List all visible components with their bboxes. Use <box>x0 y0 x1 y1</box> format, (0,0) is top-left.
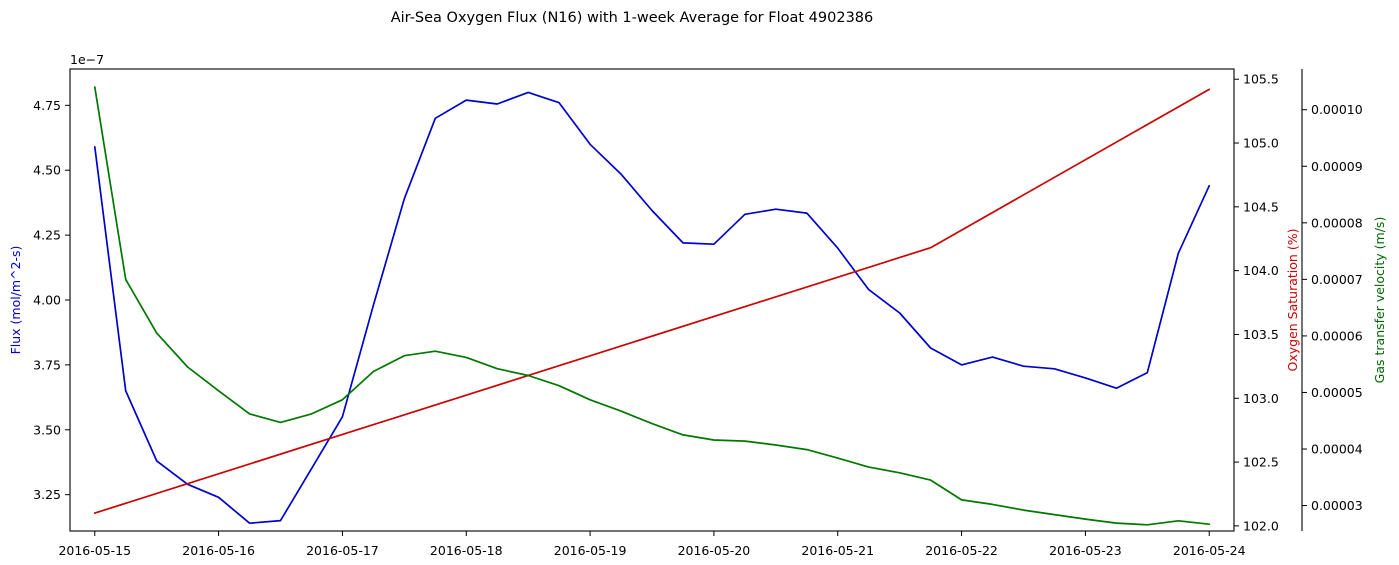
x-tick-label: 2016-05-15 <box>58 543 131 558</box>
x-tick-label: 2016-05-24 <box>1173 543 1246 558</box>
saturation-line <box>93 88 1211 514</box>
x-tick-label: 2016-05-17 <box>306 543 379 558</box>
gas-transfer-tick-label: 0.00004 <box>1311 442 1363 457</box>
flux-tick-label: 3.50 <box>33 422 61 437</box>
gas-transfer-tick-label: 0.00010 <box>1311 102 1363 117</box>
gas-transfer-tick-label: 0.00003 <box>1311 498 1363 513</box>
gas-transfer-tick-label: 0.00007 <box>1311 272 1363 287</box>
flux-tick-label: 3.75 <box>33 357 61 372</box>
x-tick-label: 2016-05-21 <box>801 543 874 558</box>
flux-axis-label: Flux (mol/m^2-s) <box>8 246 23 355</box>
saturation-tick-label: 103.5 <box>1243 327 1279 342</box>
gas-transfer-tick-label: 0.00009 <box>1311 159 1363 174</box>
flux-tick-label: 4.00 <box>33 293 61 308</box>
flux-tick-label: 4.50 <box>33 163 61 178</box>
saturation-tick-label: 105.5 <box>1243 72 1279 87</box>
saturation-tick-label: 102.5 <box>1243 455 1279 470</box>
x-tick-label: 2016-05-22 <box>925 543 998 558</box>
saturation-axis-label: Oxygen Saturation (%) <box>1285 229 1300 372</box>
plot-area: 2016-05-15 2016-05-16 2016-05-17 2016-05-18… <box>8 52 1387 558</box>
flux-line <box>93 91 1211 525</box>
x-tick-label: 2016-05-19 <box>554 543 627 558</box>
gas-transfer-tick-label: 0.00006 <box>1311 328 1363 343</box>
flux-axis-offset: 1e−7 <box>70 52 104 67</box>
saturation-tick-label: 103.0 <box>1243 391 1279 406</box>
saturation-tick-label: 105.0 <box>1243 136 1279 151</box>
saturation-tick-label: 104.0 <box>1243 263 1279 278</box>
gas-transfer-line <box>93 86 1211 526</box>
plot-frame <box>69 68 1235 532</box>
x-tick-label: 2016-05-23 <box>1049 543 1122 558</box>
saturation-tick-label: 104.5 <box>1243 199 1279 214</box>
gas-transfer-tick-label: 0.00008 <box>1311 215 1363 230</box>
chart-title: Air-Sea Oxygen Flux (N16) with 1-week Av… <box>391 10 874 26</box>
x-tick-label: 2016-05-20 <box>678 543 751 558</box>
x-tick-label: 2016-05-16 <box>182 543 255 558</box>
flux-tick-label: 3.25 <box>33 487 61 502</box>
x-tick-label: 2016-05-18 <box>430 543 503 558</box>
flux-tick-label: 4.25 <box>33 228 61 243</box>
gas-transfer-tick-label: 0.00005 <box>1311 385 1363 400</box>
gas-transfer-axis-label: Gas transfer velocity (m/s) <box>1372 217 1387 384</box>
flux-tick-label: 4.75 <box>33 98 61 113</box>
saturation-tick-label: 102.0 <box>1243 518 1279 533</box>
